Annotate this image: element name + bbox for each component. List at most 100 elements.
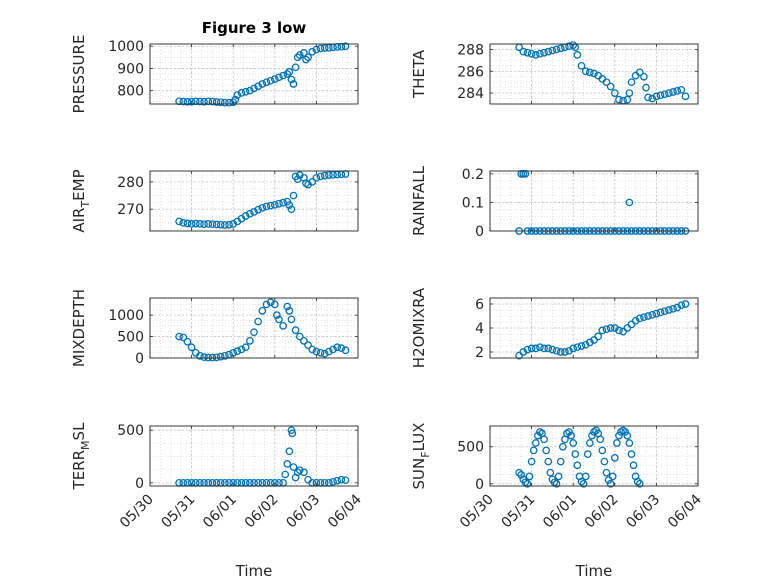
data-point <box>270 200 279 209</box>
data-point <box>606 324 615 332</box>
x-tick-label: 06/01 <box>540 492 580 532</box>
data-point <box>216 98 225 107</box>
series-points <box>175 170 350 229</box>
data-point <box>183 219 192 228</box>
data-point <box>237 89 246 97</box>
data-point <box>615 326 623 335</box>
data-point <box>573 51 582 59</box>
data-point <box>623 431 632 440</box>
data-point <box>615 431 623 440</box>
data-point <box>245 86 254 95</box>
data-point <box>250 84 258 93</box>
x-axis-label: Time <box>235 562 273 580</box>
data-point <box>585 338 594 347</box>
data-point <box>648 94 657 103</box>
data-point <box>262 202 271 211</box>
data-point <box>289 80 298 88</box>
data-point <box>585 439 594 447</box>
data-point <box>283 460 292 468</box>
data-point <box>283 70 292 78</box>
data-point <box>241 343 250 352</box>
data-point <box>673 303 682 312</box>
y-tick-label: 0.1 <box>462 195 484 211</box>
data-point <box>527 344 536 353</box>
y-tick-label: 280 <box>117 175 144 191</box>
data-point <box>640 72 648 81</box>
data-point <box>196 97 204 106</box>
y-tick-label: 500 <box>117 330 144 346</box>
data-point <box>523 479 532 488</box>
data-point <box>577 342 586 350</box>
data-point <box>221 221 229 229</box>
data-point <box>233 347 242 355</box>
data-point <box>191 219 200 228</box>
data-point <box>529 446 538 455</box>
data-point <box>285 201 294 209</box>
data-point <box>300 337 308 345</box>
data-point <box>175 217 183 226</box>
axes-box <box>489 43 699 105</box>
data-point <box>548 46 557 55</box>
x-tick-label: 06/04 <box>665 491 705 531</box>
grid <box>149 426 359 486</box>
data-point <box>531 344 540 353</box>
data-point <box>245 209 254 218</box>
data-point <box>266 298 275 307</box>
data-point <box>606 479 615 488</box>
data-point <box>187 343 196 352</box>
data-point <box>677 301 686 310</box>
y-tick-label: 286 <box>457 64 484 80</box>
data-point <box>556 44 565 53</box>
data-point <box>552 346 561 355</box>
data-point <box>627 78 636 87</box>
axes-box <box>149 297 359 359</box>
data-point <box>241 87 250 96</box>
data-point <box>316 44 325 53</box>
data-point <box>191 97 200 106</box>
data-point <box>289 463 298 471</box>
grid <box>149 171 359 231</box>
data-point <box>681 92 690 101</box>
data-point <box>275 315 283 324</box>
data-point <box>254 317 263 326</box>
data-point <box>254 205 263 214</box>
data-point <box>254 82 263 91</box>
data-point <box>295 466 304 475</box>
series-points <box>515 426 644 488</box>
x-tick-label: 06/03 <box>283 492 323 532</box>
data-point <box>602 78 611 87</box>
subplot-mixdepth: 0 500 1000 MIXDEPTH <box>70 289 359 367</box>
data-point <box>656 91 665 100</box>
data-point <box>325 171 333 179</box>
data-point <box>556 457 565 466</box>
data-point <box>287 205 296 214</box>
data-point <box>652 309 661 318</box>
data-point <box>652 92 661 101</box>
data-point <box>320 44 329 52</box>
axes-box <box>489 170 699 232</box>
data-point <box>295 332 304 341</box>
data-point <box>270 75 279 83</box>
data-point <box>660 90 669 99</box>
y-tick-label: 1000 <box>108 308 144 324</box>
data-point <box>615 95 623 104</box>
data-point <box>631 316 640 325</box>
series-points <box>175 42 350 107</box>
y-axis-label: PRESSURE <box>70 35 88 114</box>
data-point <box>598 326 607 335</box>
axes-box <box>149 170 359 232</box>
data-point <box>571 450 580 458</box>
data-point <box>295 51 304 59</box>
data-point <box>293 53 302 62</box>
data-point <box>633 477 642 486</box>
axes-box <box>489 425 699 487</box>
data-point <box>333 476 342 485</box>
y-axis-label: TERRMSL <box>70 422 92 491</box>
data-point <box>635 68 644 77</box>
data-point <box>275 73 283 82</box>
data-point <box>212 98 221 106</box>
data-point <box>621 428 630 436</box>
data-point <box>175 97 183 106</box>
data-point <box>536 49 544 58</box>
data-point <box>590 428 598 436</box>
